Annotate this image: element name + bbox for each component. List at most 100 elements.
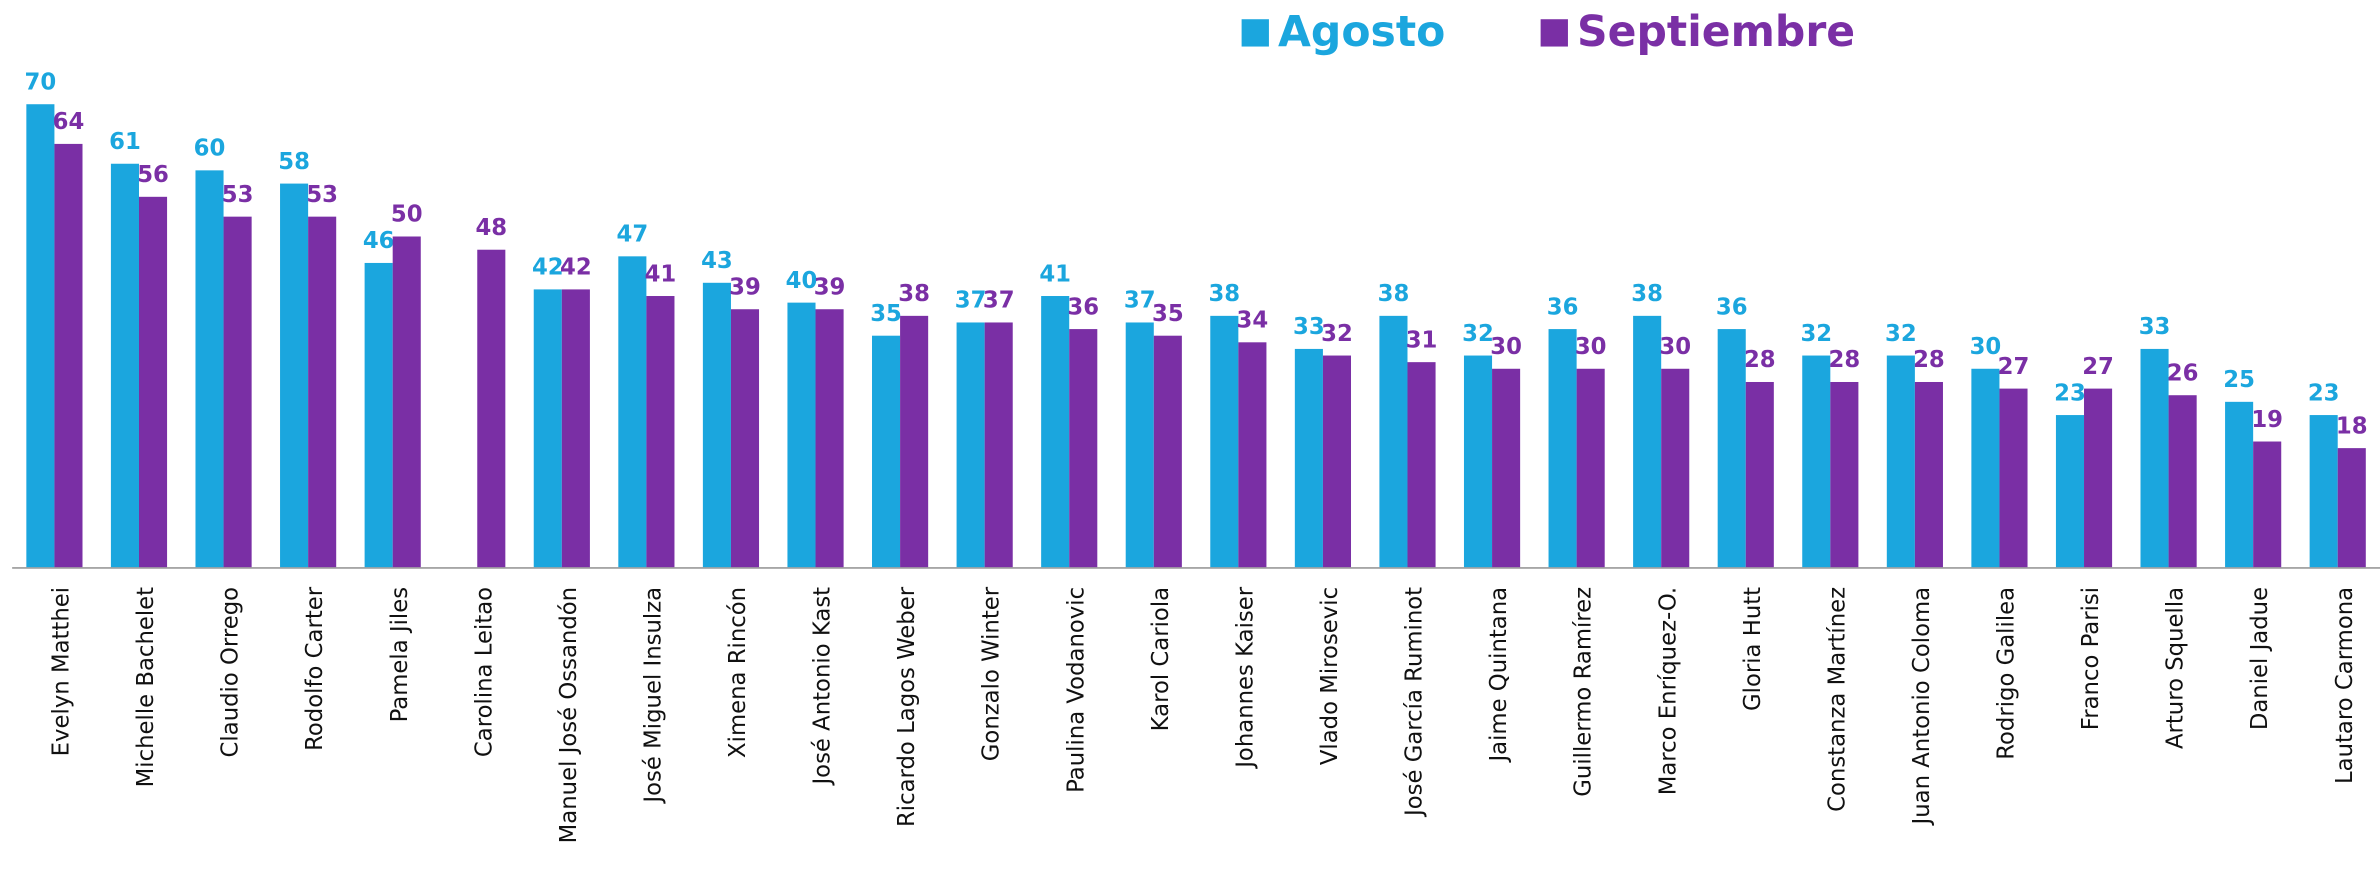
value-label: 32 — [1885, 321, 1917, 347]
value-label: 61 — [109, 129, 141, 155]
x-tick-label: Evelyn Matthei — [49, 587, 75, 756]
bar — [2084, 388, 2113, 568]
bar — [1914, 381, 1943, 568]
x-tick-label: Rodrigo Galilea — [1994, 587, 2020, 760]
bar — [561, 289, 590, 568]
bar — [1463, 355, 1493, 568]
x-tick-label: Gloria Hutt — [1740, 587, 1766, 711]
bar — [2055, 415, 2085, 568]
x-tick-label: Gonzalo Winter — [979, 586, 1005, 761]
value-label: 30 — [1970, 334, 2002, 360]
bar — [223, 216, 252, 568]
bar — [646, 296, 675, 568]
bar — [1717, 329, 1746, 568]
value-label: 36 — [1067, 294, 1099, 320]
value-label: 46 — [363, 228, 395, 254]
value-label: 28 — [1829, 347, 1861, 373]
bar — [1802, 355, 1831, 568]
value-label: 60 — [194, 136, 226, 162]
legend-swatch — [1241, 19, 1269, 47]
bar — [900, 315, 929, 568]
value-label: 64 — [53, 109, 85, 135]
bar — [1999, 388, 2028, 568]
bar — [984, 322, 1013, 568]
value-label: 35 — [1152, 301, 1184, 327]
x-tick-label: Jaime Quintana — [1486, 587, 1512, 764]
value-label: 27 — [2082, 354, 2114, 380]
value-label: 36 — [1547, 294, 1579, 320]
bar — [392, 236, 421, 568]
x-tick-label: Ricardo Lagos Weber — [894, 586, 920, 827]
bar — [2309, 415, 2338, 568]
value-label: 33 — [2139, 314, 2171, 340]
value-label: 41 — [645, 261, 677, 287]
bar — [702, 282, 731, 568]
x-tick-label: José García Ruminot — [1402, 587, 1428, 818]
x-tick-label: Rodolfo Carter — [302, 586, 328, 751]
x-tick-label: Michelle Bachelet — [133, 587, 159, 788]
bar — [1407, 362, 1436, 568]
value-label: 35 — [870, 301, 902, 327]
bar — [2253, 441, 2282, 568]
value-label: 58 — [278, 149, 310, 175]
value-label: 42 — [560, 255, 592, 281]
bar — [110, 163, 139, 568]
bar — [1322, 355, 1352, 568]
bar — [1379, 315, 1408, 568]
bar — [1971, 368, 2000, 568]
value-label: 23 — [2308, 380, 2340, 406]
bar — [1153, 335, 1182, 568]
bar — [308, 216, 337, 568]
x-tick-label: Franco Parisi — [2078, 587, 2104, 730]
bar — [730, 309, 760, 568]
bar — [618, 256, 647, 568]
bar — [280, 183, 309, 568]
bar — [2140, 348, 2169, 568]
value-label: 36 — [1716, 294, 1748, 320]
x-tick-label: Marco Enríquez-O. — [1655, 587, 1681, 795]
bar — [1576, 368, 1605, 568]
bar — [1886, 355, 1915, 568]
value-label: 30 — [1575, 334, 1607, 360]
bar — [138, 196, 168, 568]
x-tick-label: Pamela Jiles — [387, 587, 413, 722]
bar — [1125, 322, 1154, 568]
value-label: 28 — [1913, 347, 1945, 373]
bar — [872, 335, 901, 568]
bar — [26, 104, 55, 568]
bar — [477, 249, 506, 568]
value-label: 25 — [2223, 367, 2255, 393]
bar — [1041, 296, 1070, 568]
x-tick-label: Lautaro Carmona — [2332, 587, 2358, 784]
bar — [1210, 315, 1239, 568]
value-label: 38 — [898, 281, 930, 307]
value-label: 33 — [1293, 314, 1325, 340]
bar — [1745, 381, 1774, 568]
value-label: 41 — [1039, 261, 1071, 287]
value-label: 32 — [1800, 321, 1832, 347]
x-tick-label: Johannes Kaiser — [1232, 586, 1258, 770]
value-label: 53 — [306, 182, 338, 208]
bar — [1238, 342, 1267, 568]
bar — [1633, 315, 1662, 568]
value-label: 18 — [2336, 413, 2368, 439]
value-label: 42 — [532, 255, 564, 281]
bar — [195, 170, 224, 568]
x-tick-label: Manuel José Ossandón — [556, 587, 582, 843]
value-label: 48 — [475, 215, 507, 241]
x-tick-label: Juan Antonio Coloma — [1909, 587, 1935, 827]
value-label: 37 — [955, 288, 987, 314]
value-label: 40 — [786, 268, 818, 294]
bar — [787, 302, 816, 568]
value-label: 32 — [1321, 321, 1353, 347]
value-label: 30 — [1659, 334, 1691, 360]
value-label: 37 — [1124, 288, 1156, 314]
bar — [1830, 381, 1859, 568]
bar — [533, 289, 562, 568]
x-tick-label: Vlado Mirosevic — [1317, 587, 1343, 765]
value-label: 37 — [983, 288, 1015, 314]
value-label: 27 — [1998, 354, 2030, 380]
x-tick-label: José Miguel Insulza — [640, 587, 666, 805]
value-label: 38 — [1378, 281, 1410, 307]
